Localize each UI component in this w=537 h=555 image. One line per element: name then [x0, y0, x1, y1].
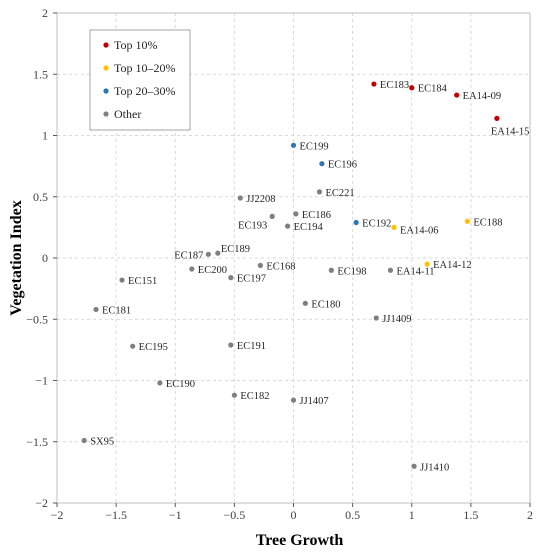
data-point — [316, 189, 323, 195]
x-tick-label: −0.5 — [223, 508, 245, 522]
x-axis-title: Tree Growth — [256, 532, 344, 549]
data-label: SX95 — [90, 437, 114, 448]
legend-label: Other — [114, 107, 141, 121]
data-point — [228, 342, 234, 348]
data-point — [319, 161, 325, 167]
data-point — [411, 463, 417, 469]
data-label: EC200 — [198, 265, 227, 276]
data-label: EC186 — [302, 210, 331, 221]
data-point — [387, 267, 394, 273]
data-point — [290, 397, 297, 403]
data-label: EC190 — [166, 379, 195, 390]
data-label: EA14-15 — [491, 126, 530, 137]
data-point — [130, 343, 136, 349]
data-label: EC151 — [128, 276, 157, 287]
data-point — [189, 266, 195, 272]
data-point — [391, 224, 397, 230]
data-point — [93, 306, 99, 313]
data-point — [353, 219, 359, 226]
data-label: EC187 — [174, 250, 203, 261]
data-point — [157, 380, 163, 386]
data-point — [290, 142, 297, 148]
y-tick-label: −1.5 — [26, 435, 48, 449]
data-label: EC182 — [240, 391, 269, 402]
data-label: EA14-12 — [433, 260, 472, 271]
y-tick-label: 2 — [42, 6, 48, 20]
data-point — [228, 275, 234, 281]
data-point — [269, 213, 275, 219]
data-label: JJ1409 — [382, 314, 411, 325]
data-point — [424, 261, 430, 267]
legend-label: Top 10% — [114, 38, 158, 52]
data-label: JJ1410 — [420, 462, 449, 473]
legend-label: Top 10–20% — [114, 61, 176, 75]
data-point — [293, 211, 299, 217]
x-tick-label: 0.5 — [345, 508, 360, 522]
legend-marker — [103, 111, 109, 117]
legend-label: Top 20–30% — [114, 84, 176, 98]
data-label: EC195 — [139, 342, 168, 353]
legend-marker — [103, 88, 109, 94]
data-label: EC192 — [362, 218, 391, 229]
data-label: EC181 — [102, 305, 131, 316]
x-tick-label: −1 — [169, 508, 182, 522]
y-tick-label: −0.5 — [26, 312, 48, 326]
data-point — [205, 251, 211, 257]
data-label: EC184 — [418, 84, 448, 95]
data-label: EA14-09 — [463, 91, 502, 102]
data-label: EC221 — [326, 188, 355, 199]
y-tick-label: 1 — [42, 129, 48, 143]
data-point — [464, 218, 470, 224]
data-label: EC168 — [266, 261, 295, 272]
data-point — [371, 81, 377, 87]
x-tick-label: 1.5 — [463, 508, 478, 522]
data-label: JJ2208 — [246, 194, 275, 205]
data-point — [302, 300, 308, 306]
data-point — [284, 223, 291, 229]
data-point — [81, 437, 87, 444]
data-point — [257, 262, 263, 268]
legend-marker — [103, 65, 109, 71]
data-label: EC189 — [221, 244, 250, 255]
data-label: EC196 — [328, 160, 357, 171]
data-point — [119, 277, 125, 283]
data-label: JJ1407 — [300, 396, 329, 407]
y-tick-label: −1 — [35, 374, 48, 388]
data-label: EC194 — [294, 222, 324, 233]
data-label: EC191 — [237, 341, 266, 352]
y-tick-label: 0.5 — [33, 190, 48, 204]
y-axis-title: Vegetation Index — [8, 200, 25, 315]
data-point — [373, 315, 379, 321]
y-tick-label: −2 — [35, 496, 48, 510]
x-tick-label: 2 — [527, 508, 533, 522]
data-point — [215, 250, 221, 256]
data-label: EC198 — [337, 266, 366, 277]
data-label: EC183 — [380, 80, 409, 91]
data-label: EC188 — [473, 217, 502, 228]
x-tick-label: 0 — [291, 508, 297, 522]
data-label: EA14-06 — [400, 225, 439, 236]
x-tick-label: −1.5 — [105, 508, 127, 522]
data-label: EC193 — [238, 220, 267, 231]
data-point — [454, 92, 460, 98]
data-label: EC180 — [311, 299, 340, 310]
data-label: EC197 — [237, 274, 266, 285]
data-label: EA14-11 — [396, 266, 434, 277]
y-tick-label: 1.5 — [33, 67, 48, 81]
data-point — [237, 195, 243, 201]
data-point — [494, 115, 500, 121]
x-tick-label: 1 — [409, 508, 415, 522]
x-tick-label: −2 — [51, 508, 64, 522]
data-point — [409, 85, 415, 91]
legend-marker — [103, 42, 109, 48]
data-point — [328, 267, 334, 273]
y-tick-label: 0 — [42, 251, 48, 265]
data-point — [231, 392, 237, 398]
data-label: EC199 — [300, 141, 329, 152]
